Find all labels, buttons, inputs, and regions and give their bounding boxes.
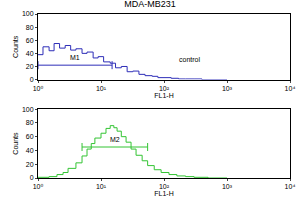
svg-text:control: control [179,56,200,63]
svg-text:0: 0 [30,76,34,83]
svg-text:60: 60 [26,133,34,140]
svg-text:10³: 10³ [222,85,233,92]
svg-text:10²: 10² [159,183,170,190]
svg-text:60: 60 [26,37,34,44]
svg-text:10³: 10³ [222,183,233,190]
svg-text:MDA-MB231: MDA-MB231 [124,0,176,9]
svg-text:80: 80 [26,24,34,31]
svg-text:80: 80 [26,119,34,126]
svg-text:M1: M1 [70,54,80,61]
svg-text:10⁴: 10⁴ [285,85,296,92]
svg-text:40: 40 [26,147,34,154]
svg-text:10⁴: 10⁴ [285,183,296,190]
svg-text:10¹: 10¹ [96,183,107,190]
svg-text:10⁰: 10⁰ [33,183,44,190]
svg-text:FL1-H: FL1-H [154,92,173,99]
svg-text:40: 40 [26,50,34,57]
svg-text:10¹: 10¹ [96,85,107,92]
svg-text:Counts: Counts [12,132,19,155]
svg-text:0: 0 [30,174,34,181]
svg-text:100: 100 [22,10,34,17]
svg-text:Counts: Counts [12,35,19,58]
svg-text:10⁰: 10⁰ [33,85,44,92]
svg-text:100: 100 [22,106,34,113]
svg-text:20: 20 [26,63,34,70]
svg-text:10²: 10² [159,85,170,92]
svg-text:FL1-H: FL1-H [154,190,173,197]
svg-text:M2: M2 [110,136,120,143]
svg-text:20: 20 [26,161,34,168]
